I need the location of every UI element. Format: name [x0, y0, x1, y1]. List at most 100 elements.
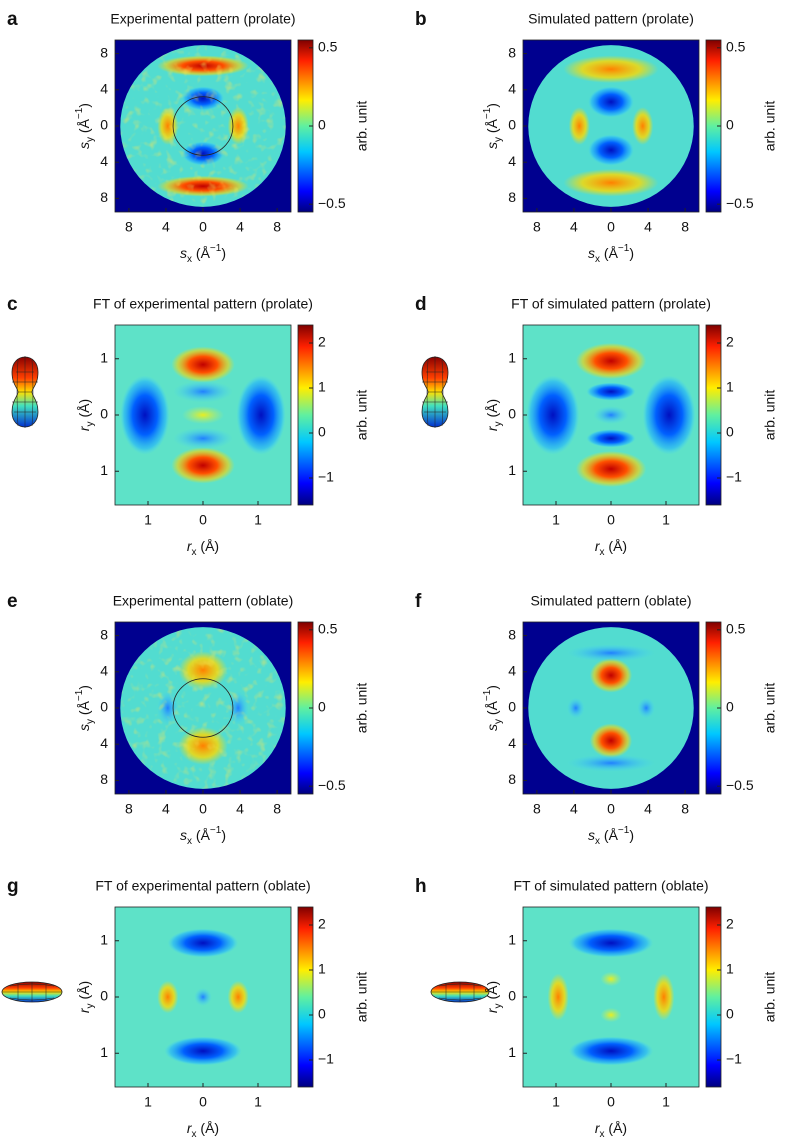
y-axis-label: ry (Å) [76, 981, 96, 1013]
colorbar [297, 906, 314, 1088]
axis-label-part: s [484, 142, 500, 149]
heatmap-noise [120, 45, 286, 207]
chart-title: FT of experimental pattern (oblate) [95, 878, 310, 894]
axis-label-part: y [85, 421, 96, 426]
molecule-icon [430, 981, 490, 1003]
chart-title: FT of simulated pattern (oblate) [513, 878, 708, 894]
colorbar-tick-label: 1 [318, 961, 326, 977]
x-axis-label: rx (Å) [187, 538, 219, 558]
chart-title: FT of simulated pattern (prolate) [511, 296, 711, 312]
heatmap [115, 622, 291, 794]
colorbar-tick-label: −0.5 [318, 777, 346, 793]
x-tick-label: 0 [607, 219, 615, 235]
axis-label-part: (Å [484, 700, 500, 719]
x-tick-label: 4 [236, 219, 244, 235]
axis-label-part: (Å) [484, 399, 500, 422]
heatmap-feature [568, 1036, 654, 1066]
y-axis-label: ry (Å) [484, 399, 504, 431]
y-tick-label: 4 [508, 735, 516, 751]
axis-label-part: s [484, 724, 500, 731]
x-tick-label: 0 [199, 219, 207, 235]
y-tick-label: 8 [100, 44, 108, 60]
axis-label-part: r [595, 1120, 601, 1136]
colorbar-label: arb. unit [354, 683, 370, 734]
x-tick-label: 1 [144, 1094, 152, 1110]
axis-label-part: −1 [210, 243, 222, 254]
y-tick-label: 1 [100, 349, 108, 365]
colorbar-tick-label: 1 [726, 961, 734, 977]
y-axis-label: ry (Å) [484, 981, 504, 1013]
axis-label-part: r [76, 425, 92, 431]
panel: f Simulated pattern (oblate) 8 4 0 4 8 8 4 0 4 8 sx … [415, 591, 778, 847]
chart-title: FT of experimental pattern (prolate) [93, 296, 313, 312]
axis-label-part: −1 [618, 243, 630, 254]
axis-label-part: (Å) [76, 399, 92, 422]
heatmap-feature [563, 55, 659, 83]
x-axis-label: sx (Å−1) [588, 243, 634, 265]
axis-label-part: x [600, 1129, 605, 1139]
axis-label-part: (Å) [605, 1120, 628, 1136]
y-tick-label: 4 [100, 153, 108, 169]
heatmap-feature [589, 723, 633, 758]
heatmap-feature [642, 375, 696, 455]
chart-title: Experimental pattern (prolate) [110, 11, 295, 27]
colorbar-tick-label: 2 [726, 916, 734, 932]
heatmap-feature [171, 346, 235, 383]
x-tick-label: 4 [570, 801, 578, 817]
heatmap-feature [181, 406, 225, 424]
colorbar-tick-label: 0 [726, 117, 734, 133]
panel-letter: e [7, 591, 18, 612]
panel: g FT of experimental pattern (oblate) 1 0 1 1… [7, 876, 370, 1139]
axis-label-part: x [595, 254, 600, 265]
y-tick-label: 0 [100, 988, 108, 1004]
y-tick-label: 1 [100, 931, 108, 947]
y-tick-label: 8 [508, 771, 516, 787]
colorbar-label: arb. unit [354, 972, 370, 1023]
axis-label-part: r [187, 538, 193, 554]
y-tick-label: 1 [508, 349, 516, 365]
x-tick-label: 8 [273, 801, 281, 817]
heatmap-feature [526, 375, 580, 455]
axis-label-part: y [493, 1003, 504, 1008]
axis-label-part: x [192, 1129, 197, 1139]
colorbar-label: arb. unit [354, 101, 370, 152]
heatmap-feature [568, 107, 590, 145]
heatmap-noise [120, 627, 286, 789]
axis-label-part: (Å) [197, 538, 220, 554]
axis-label-part: r [484, 425, 500, 431]
axis-label-part: s [588, 245, 595, 261]
heatmap-feature [568, 928, 654, 958]
panel-letter: h [415, 876, 427, 897]
y-axis-label: sy (Å−1) [74, 103, 96, 149]
heatmap-feature [547, 973, 569, 1021]
axis-label-part: x [192, 547, 197, 558]
axis-label-part: y [85, 137, 96, 142]
heatmap [523, 40, 699, 212]
x-tick-label: 0 [607, 512, 615, 528]
axis-label-part: r [76, 1007, 92, 1013]
panel-letter: g [7, 876, 19, 897]
heatmap-feature [567, 644, 655, 662]
panel-letter: f [415, 591, 422, 612]
colorbar [297, 324, 314, 506]
y-axis-label: sy (Å−1) [482, 685, 504, 731]
y-tick-label: 0 [100, 406, 108, 422]
heatmap-feature [588, 134, 634, 166]
heatmap [115, 907, 291, 1087]
axis-label-part: r [595, 538, 601, 554]
x-axis-label: sx (Å−1) [588, 825, 634, 847]
y-tick-label: 4 [508, 80, 516, 96]
x-tick-label: 8 [681, 801, 689, 817]
heatmap-feature [563, 169, 659, 197]
axis-label-part: ) [484, 103, 500, 108]
heatmap-feature [593, 406, 629, 424]
heatmap-feature [653, 973, 675, 1021]
y-tick-label: 0 [100, 117, 108, 133]
heatmap-feature [632, 107, 654, 145]
colorbar-tick-label: 0.5 [726, 39, 746, 55]
x-tick-label: 4 [644, 801, 652, 817]
colorbar-tick-label: 1 [726, 379, 734, 395]
x-tick-label: 1 [552, 512, 560, 528]
y-axis-label: sy (Å−1) [482, 103, 504, 149]
